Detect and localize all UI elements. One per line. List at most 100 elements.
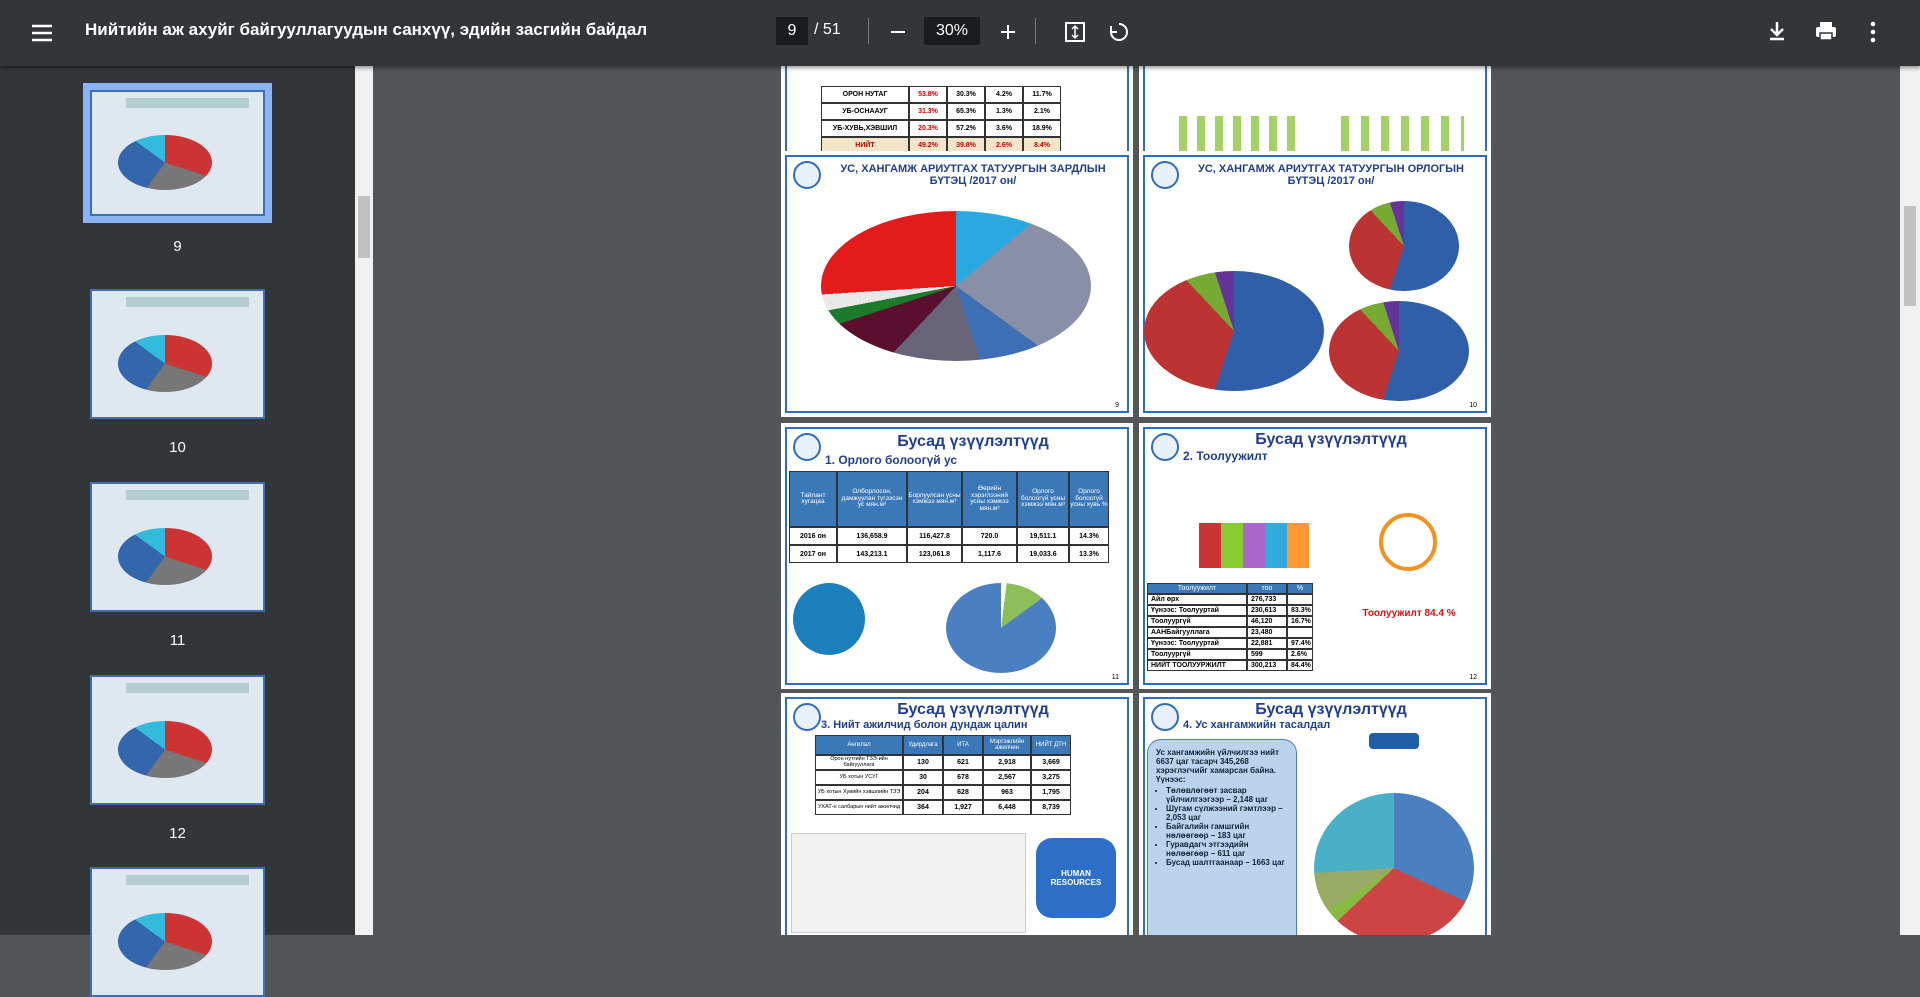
doc-title: Нийтийн аж ахуйг байгууллагуудын санхүү,… <box>85 20 648 39</box>
logo <box>1151 433 1179 461</box>
table-cell: 116,427.8 <box>907 527 962 545</box>
download-button[interactable] <box>1766 20 1788 42</box>
bullet: Төлөвлөгөөт засвар үйлчилгээгээр – 2,148… <box>1166 786 1288 804</box>
line-chart-art <box>791 833 1026 933</box>
slide-border <box>1143 155 1487 413</box>
table-cell: Тайлант хугацаа <box>789 471 837 527</box>
table-cell: УБ-ОСНААУГ <box>821 103 909 120</box>
slide-subtitle: 3. Нийт ажилчид болон дундаж цалин <box>821 719 1028 731</box>
slide-title: Бусад үзүүлэлтүүд <box>897 433 1049 450</box>
table-cell: 1.3% <box>985 103 1023 120</box>
table-cell: 204 <box>903 785 943 800</box>
table-cell: 136,658.9 <box>837 527 907 545</box>
table-cell: 84.4% <box>1287 660 1313 671</box>
thumbnail-label: 12 <box>169 825 186 842</box>
zoom-out[interactable] <box>888 22 908 42</box>
bar-art <box>1199 523 1309 568</box>
table-cell: 31.3% <box>909 103 947 120</box>
thumbnail-label: 10 <box>169 439 186 456</box>
bullet-list: Төлөвлөгөөт засвар үйлчилгээгээр – 2,148… <box>1156 786 1288 867</box>
thumbnail-label: 11 <box>169 632 186 649</box>
slide: Бусад үзүүлэлтүүд 3. Нийт ажилчид болон д… <box>781 693 1133 935</box>
bullet: Байгалийн гамшгийн нөлөөгөөр – 183 цаг <box>1166 822 1288 840</box>
table-cell: Тоолуужилт <box>1147 583 1247 594</box>
table-cell: 2,567 <box>983 770 1031 785</box>
table-cell: Айл өрх <box>1147 594 1247 605</box>
thumb-art <box>117 721 212 778</box>
table-cell <box>1287 627 1313 638</box>
table-cell: 3,275 <box>1031 770 1071 785</box>
table-cell: 16.7% <box>1287 616 1313 627</box>
table-cell: 22,881 <box>1247 638 1287 649</box>
table-cell: 130 <box>903 755 943 770</box>
slide-number: 10 <box>1469 402 1477 409</box>
slide-number: 11 <box>1111 674 1119 681</box>
body-text: Ус хангамжийн үйлчилгээ нийт 6637 цаг та… <box>1156 748 1280 784</box>
thumbnail-page <box>90 90 265 216</box>
slide: Бусад үзүүлэлтүүд 4. Ус хангамжийн тасалд… <box>1139 693 1491 935</box>
table-cell: 2.6% <box>1287 649 1313 660</box>
slide: Бусад үзүүлэлтүүд 2. Тоолуужилт Тоолуужилт… <box>1139 423 1491 689</box>
slide-title: УС, ХАНГАМЖ АРИУТГАХ ТАТУУРГЫН ЗАРДЛЫН Б… <box>840 163 1106 187</box>
table-cell: 963 <box>983 785 1031 800</box>
zoom-input[interactable]: 30% <box>924 17 980 45</box>
divider <box>868 18 869 44</box>
table-cell: 19,511.1 <box>1017 527 1069 545</box>
table-cell: 18.9% <box>1023 120 1061 137</box>
table-cell: Үүнээс: Тоолууртай <box>1147 605 1247 616</box>
thumbnail-label: 9 <box>173 238 182 255</box>
thumb-art <box>117 913 212 970</box>
menu-button[interactable] <box>30 21 54 45</box>
table-cell: 46,120 <box>1247 616 1287 627</box>
table-cell: НИЙТ ТООЛУУРЖИЛТ <box>1147 660 1247 671</box>
table-cell: 599 <box>1247 649 1287 660</box>
fit-button[interactable] <box>1064 21 1086 43</box>
slide-title: Бусад үзүүлэлтүүд <box>1255 701 1407 718</box>
table-cell: НИЙТ ДТН <box>1031 735 1071 755</box>
meter-icon <box>1379 513 1437 571</box>
table-cell: 1,117.6 <box>962 545 1017 563</box>
slide: УС, ХАНГАМЖ АРИУТГАХ ТАТУУРГЫН ЗАРДЛЫН Б… <box>781 151 1133 417</box>
rotate-button[interactable] <box>1108 21 1130 43</box>
table-cell: тоо <box>1247 583 1287 594</box>
toolbar: Нийтийн аж ахуйг байгууллагуудын санхүү,… <box>0 0 1920 66</box>
table-cell: 3.6% <box>985 120 1023 137</box>
page-input[interactable]: 9 <box>776 17 808 45</box>
sidebar-scrollbar[interactable] <box>355 66 373 935</box>
table-cell: УБ-ХУВЬ,ХЭВШИЛ <box>821 120 909 137</box>
slide-border <box>785 427 1129 685</box>
thumbnail[interactable] <box>90 867 265 997</box>
bullet: Бусад шалтгаанаар – 1663 цаг <box>1166 858 1288 867</box>
table-cell: Тоолуургүй <box>1147 649 1247 660</box>
thumbnail[interactable] <box>90 289 265 419</box>
slide-title: УС, ХАНГАМЖ АРИУТГАХ ТАТУУРГЫН ОРЛОГЫН Б… <box>1198 163 1464 187</box>
highlight: Тоолуужилт 84.4 % <box>1362 608 1456 619</box>
thumb-title <box>126 875 250 885</box>
thumbnail-page <box>90 675 265 805</box>
bullet: Шугам сүлжээний гэмтлээр – 2,053 цаг <box>1166 804 1288 822</box>
slide: Бусад үзүүлэлтүүд 1. Орлого болоогүй ус Та… <box>781 423 1133 689</box>
slide-number: 9 <box>1115 402 1119 409</box>
print-button[interactable] <box>1814 20 1838 42</box>
table-cell: Орлого болоогүй усны хэмжээ мян.м³ <box>1017 471 1069 527</box>
main-scrollbar[interactable] <box>1900 66 1920 935</box>
table-cell: Тоолуургүй <box>1147 616 1247 627</box>
thumb-art <box>117 528 212 585</box>
table-cell: ИТА <box>943 735 983 755</box>
slide-subtitle: 4. Ус хангамжийн тасалдал <box>1183 719 1331 731</box>
table-cell: 23,480 <box>1247 627 1287 638</box>
table-cell: Олборлосон, дамжуулан түгээсэн ус мян.м³ <box>837 471 907 527</box>
pie-art <box>1349 201 1459 291</box>
pie-art <box>821 211 1091 361</box>
more-button[interactable] <box>1868 20 1878 44</box>
thumbnail[interactable] <box>90 675 265 805</box>
viewer: ОРОН НУТАГ 53.8% 30.3% 4.2% 11.7% УБ-ОСНААУГ 3… <box>373 66 1900 935</box>
zoom-in[interactable] <box>998 22 1018 42</box>
table-cell: 57.2% <box>947 120 985 137</box>
thumbnail[interactable] <box>83 83 272 223</box>
thumbnail-page <box>90 482 265 612</box>
thumbnail[interactable] <box>90 482 265 612</box>
table-cell: 364 <box>903 800 943 815</box>
slide-title: Бусад үзүүлэлтүүд <box>1255 431 1407 448</box>
table-cell: 1,927 <box>943 800 983 815</box>
